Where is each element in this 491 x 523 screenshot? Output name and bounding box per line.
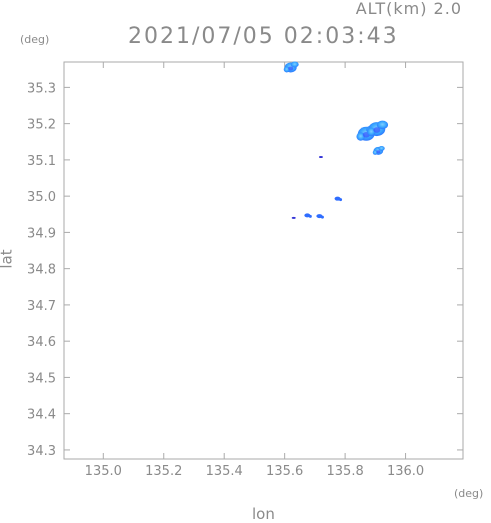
y-tick-label: 35.2 xyxy=(27,118,56,133)
y-tick-label: 35.1 xyxy=(27,154,56,169)
radar-echo-4 xyxy=(318,155,323,158)
y-tick-label: 34.8 xyxy=(27,263,56,278)
plot-frame xyxy=(63,61,464,460)
x-tick-label: 136.0 xyxy=(387,464,424,479)
radar-echo-blob xyxy=(283,66,290,73)
radar-echo-blob xyxy=(339,198,343,202)
y-tick-label: 34.6 xyxy=(27,335,56,350)
radar-echo-blob xyxy=(378,146,385,151)
radar-echo-6 xyxy=(291,216,296,219)
radar-echo-core xyxy=(288,66,294,71)
altitude-label: ALT(km) 2.0 xyxy=(355,0,462,18)
radar-echo-blob xyxy=(308,214,312,218)
radar-echo-blob xyxy=(318,155,323,158)
radar-echo-2 xyxy=(367,120,389,137)
radar-echo-8 xyxy=(316,214,324,219)
y-tick-label: 35.0 xyxy=(27,190,56,205)
radar-echo-blob xyxy=(290,61,299,68)
radar-echo-7 xyxy=(304,213,312,218)
x-tick-label: 135.4 xyxy=(206,464,243,479)
x-tick-label: 135.6 xyxy=(266,464,303,479)
radar-echo-blob xyxy=(356,132,365,141)
y-tick-label: 35.3 xyxy=(27,81,56,96)
radar-echo-blob xyxy=(291,216,296,219)
x-tick-label: 135.8 xyxy=(327,464,364,479)
radar-echo-blob xyxy=(320,215,324,219)
radar-echo-blob xyxy=(372,150,378,155)
y-axis-unit: (deg) xyxy=(20,33,50,46)
radar-echo-5 xyxy=(334,196,343,202)
x-tick-label: 135.2 xyxy=(145,464,182,479)
radar-echo-0 xyxy=(283,61,299,73)
y-tick-label: 34.9 xyxy=(27,226,56,241)
radar-echo-blob xyxy=(376,120,389,130)
y-tick-label: 34.4 xyxy=(27,408,56,423)
y-tick-label: 34.3 xyxy=(27,444,56,459)
y-axis-ticks: 34.3 34.4 34.5 34.6 34.7 34.8 34.9 35.0 35.1 35.2… xyxy=(27,81,463,459)
x-tick-label: 135.0 xyxy=(85,464,122,479)
y-tick-label: 34.5 xyxy=(27,371,56,386)
x-axis-label: lon xyxy=(252,505,275,523)
x-axis-ticks: 135.0 135.2 135.4 135.6 135.8 136.0 xyxy=(85,62,424,479)
y-tick-label: 34.7 xyxy=(27,299,56,314)
radar-echo-3 xyxy=(372,146,385,155)
radar-echo-core xyxy=(376,150,381,154)
radar-echo-blob xyxy=(367,127,376,137)
radar-echo-core xyxy=(373,127,381,133)
x-axis-unit: (deg) xyxy=(454,487,484,500)
radar-echoes xyxy=(283,61,389,219)
timestamp: 2021/07/05 02:03:43 xyxy=(128,24,399,49)
